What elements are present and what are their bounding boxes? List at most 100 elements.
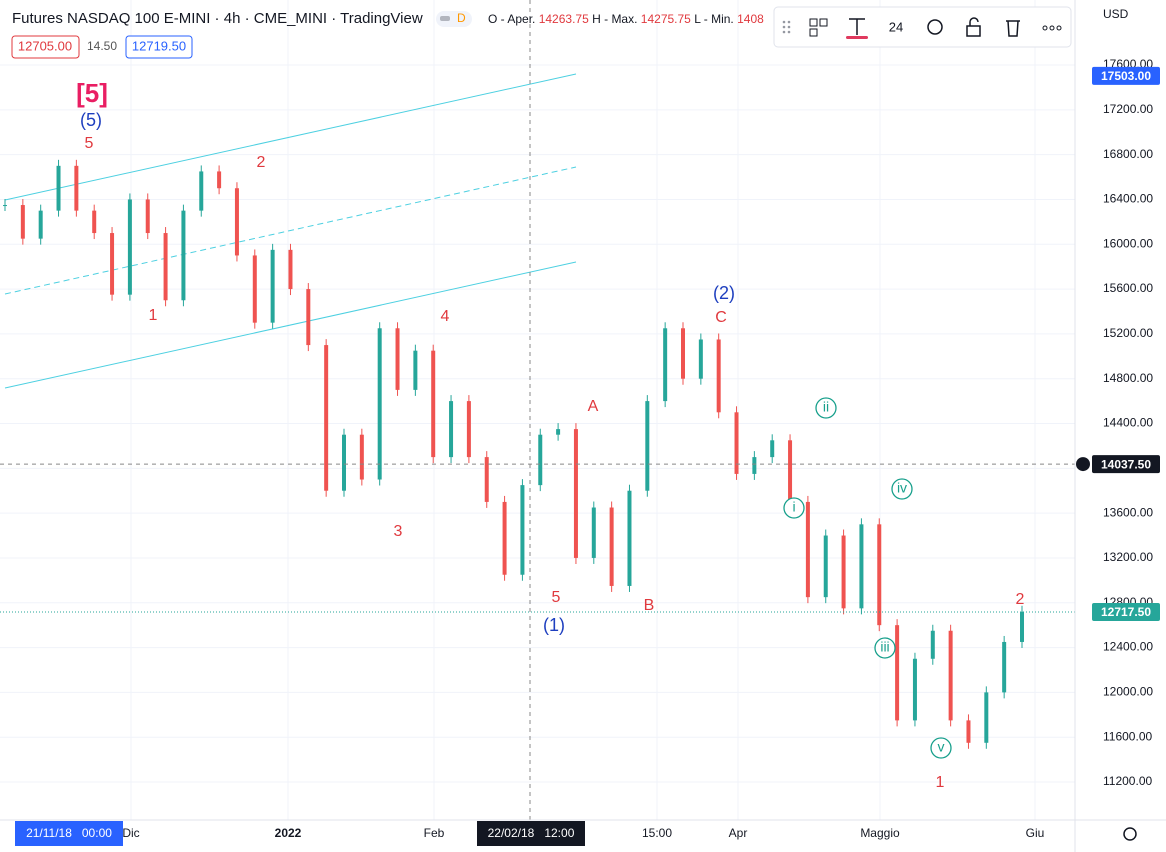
- x-tick-label: Maggio: [860, 826, 900, 840]
- candle: [556, 429, 561, 435]
- bid: 12705.00: [18, 38, 72, 53]
- candle: [948, 630, 953, 721]
- candle: [413, 350, 418, 390]
- candle: [591, 507, 596, 558]
- candle: [145, 199, 150, 234]
- candle: [110, 233, 115, 295]
- wave-label: (5): [80, 110, 102, 130]
- candle: [20, 205, 25, 239]
- channel-bottom: [4, 261, 577, 389]
- font-size-button[interactable]: 24: [889, 19, 903, 34]
- ohlc-key: O - Aper.: [488, 12, 535, 26]
- candle: [966, 720, 971, 743]
- cursor-label-bg: [15, 821, 123, 846]
- candle: [3, 205, 7, 207]
- x-tick-label: Dic: [122, 826, 139, 840]
- candle: [234, 188, 239, 256]
- candle: [823, 535, 828, 598]
- candle: [752, 457, 757, 474]
- x-tick-label: Feb: [424, 826, 445, 840]
- y-tick-label: 13200.00: [1103, 550, 1153, 564]
- candle: [74, 165, 79, 211]
- candle: [841, 535, 846, 609]
- spread: 14.50: [87, 39, 117, 53]
- ohlc-value: 14263.75: [539, 12, 589, 26]
- y-tick-label: 16800.00: [1103, 147, 1153, 161]
- candle: [163, 233, 168, 301]
- ohlc-value: 1408: [737, 12, 764, 26]
- y-tick-label: 12400.00: [1103, 640, 1153, 654]
- candle: [984, 692, 989, 743]
- candle: [520, 485, 525, 575]
- candle: [698, 339, 703, 379]
- wave-label: (1): [543, 615, 565, 635]
- wave-label: iv: [897, 480, 907, 496]
- y-tick-label: 14400.00: [1103, 416, 1153, 430]
- wave-label: A: [588, 398, 599, 415]
- ask-badge[interactable]: [125, 35, 193, 59]
- x-tick-label: 2022: [275, 826, 302, 840]
- candle: [1002, 641, 1007, 693]
- candle: [181, 210, 186, 301]
- wave-label: 3: [394, 523, 403, 540]
- wave-label: 2: [1016, 591, 1025, 608]
- candle: [734, 412, 739, 474]
- template-button[interactable]: [809, 18, 828, 37]
- candle: [324, 345, 329, 491]
- candle: [859, 524, 864, 609]
- symbol-title: Futures NASDAQ 100 E-MINI · 4h · CME_MIN…: [12, 10, 423, 27]
- wave-circle: [891, 478, 913, 500]
- settings-button[interactable]: [927, 19, 943, 35]
- wave-label: 4: [441, 308, 450, 325]
- candle: [930, 630, 935, 659]
- candle: [645, 401, 650, 491]
- wave-label: (2): [713, 283, 735, 303]
- ask: 12719.50: [132, 38, 186, 53]
- price-marker: [1092, 66, 1160, 85]
- candle: [449, 401, 454, 458]
- candle: [252, 255, 257, 323]
- y-tick-label: 11600.00: [1103, 729, 1152, 743]
- cursor-label-bg: [477, 821, 585, 846]
- x-tick-label: Giu: [1026, 826, 1045, 840]
- wave-circle: [815, 397, 837, 419]
- price-marker-label: 12717.50: [1101, 605, 1151, 619]
- y-tick-label: 16400.00: [1103, 192, 1153, 206]
- channel-mid: [4, 166, 577, 295]
- x-tick-label: Apr: [729, 826, 748, 840]
- lock-button[interactable]: [966, 17, 981, 37]
- price-marker-label: 17503.00: [1101, 69, 1151, 83]
- more-button[interactable]: [1042, 25, 1062, 31]
- text-button[interactable]: [846, 18, 868, 39]
- candle: [609, 507, 614, 586]
- candle: [877, 524, 882, 626]
- settings-icon[interactable]: [1123, 827, 1137, 841]
- candle: [466, 401, 471, 458]
- x-tick-label: 15:00: [642, 826, 672, 840]
- wave-label: B: [644, 597, 655, 614]
- delete-button[interactable]: [1006, 20, 1020, 37]
- wave-label: C: [715, 309, 727, 326]
- channel-top: [4, 73, 577, 201]
- candle: [681, 328, 685, 379]
- candle: [502, 501, 507, 575]
- bid-badge[interactable]: [11, 35, 80, 59]
- ohlc: O - Aper. 14263.75 H - Max. 14275.75 L -…: [488, 12, 764, 26]
- candle: [127, 199, 132, 295]
- wave-label: 1: [936, 774, 945, 791]
- drawing-toolbar: 24: [773, 6, 1072, 48]
- wave-label: i: [792, 499, 795, 515]
- candle: [770, 440, 775, 458]
- candle: [573, 429, 578, 558]
- candle: [359, 434, 364, 480]
- wave-label: iii: [880, 639, 889, 655]
- candle: [377, 328, 382, 480]
- price-marker-label: 14037.50: [1101, 457, 1151, 471]
- wave-label: [5]: [76, 78, 108, 108]
- candle: [217, 171, 222, 189]
- currency: USD: [1103, 7, 1129, 21]
- ohlc-key: L - Min.: [694, 12, 734, 26]
- candle: [484, 457, 489, 502]
- ohlc-key: H - Max.: [592, 12, 637, 26]
